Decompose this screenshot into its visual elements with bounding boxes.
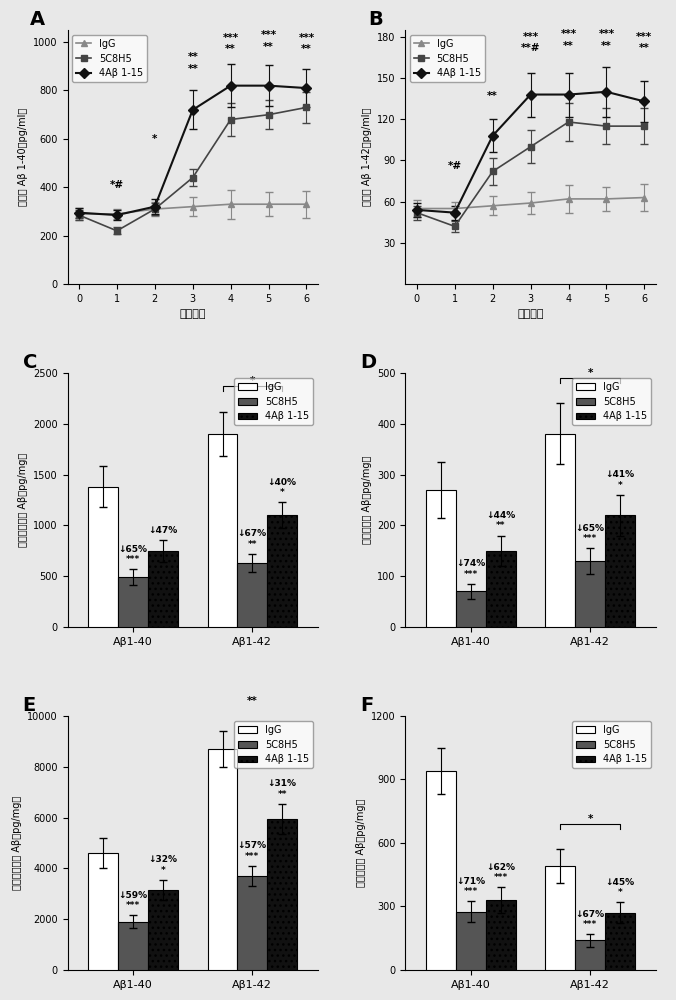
Text: ↓31%
**: ↓31% ** (268, 779, 297, 799)
Bar (427, 490, 456, 627)
Text: B: B (368, 10, 383, 29)
Text: ↓74%
***: ↓74% *** (456, 559, 485, 579)
Legend: IgG, 5C8H5, 4Aβ 1-15: IgG, 5C8H5, 4Aβ 1-15 (410, 35, 485, 82)
Legend: IgG, 5C8H5, 4Aβ 1-15: IgG, 5C8H5, 4Aβ 1-15 (572, 721, 651, 768)
Bar (237, 563, 267, 627)
Bar (546, 434, 575, 627)
Bar (605, 913, 635, 970)
Text: ***
**: *** ** (636, 32, 652, 53)
Y-axis label: 血清中 Aβ 1-42（pg/ml）: 血清中 Aβ 1-42（pg/ml） (362, 108, 372, 206)
Text: A: A (30, 10, 45, 29)
Text: ↓41%
*: ↓41% * (606, 470, 635, 490)
Bar (546, 866, 575, 970)
Text: ↓47%: ↓47% (148, 526, 178, 535)
X-axis label: 接种次数: 接种次数 (180, 309, 206, 319)
Bar (575, 940, 605, 970)
Text: ↓40%
*: ↓40% * (268, 478, 297, 497)
Legend: IgG, 5C8H5, 4Aβ 1-15: IgG, 5C8H5, 4Aβ 1-15 (234, 721, 313, 768)
Text: *: * (587, 368, 593, 378)
Text: *#: *# (110, 180, 124, 190)
Bar (148, 551, 178, 627)
Y-axis label: 海马不可溶性 Aβ（pg/mg）: 海马不可溶性 Aβ（pg/mg） (18, 453, 28, 547)
Text: ↓65%
***: ↓65% *** (576, 524, 604, 543)
X-axis label: 接种次数: 接种次数 (517, 309, 544, 319)
Text: ↓67%
**: ↓67% ** (238, 529, 267, 549)
Text: ***
**: *** ** (298, 33, 314, 54)
Text: **: ** (487, 91, 498, 101)
Text: ***
**#: *** **# (521, 32, 540, 53)
Bar (575, 561, 605, 627)
Bar (89, 487, 118, 627)
Text: ↓57%
***: ↓57% *** (238, 841, 267, 861)
Text: ***
**: *** ** (560, 29, 577, 51)
Text: ↓45%
*: ↓45% * (606, 878, 635, 897)
Text: ↓62%
***: ↓62% *** (486, 863, 515, 882)
Y-axis label: 皮质不可溶性 Aβ（pg/mg）: 皮质不可溶性 Aβ（pg/mg） (11, 796, 22, 890)
Y-axis label: 海马可溶性 Aβ（pg/mg）: 海马可溶性 Aβ（pg/mg） (362, 456, 372, 544)
Bar (89, 853, 118, 970)
Bar (237, 876, 267, 970)
Bar (267, 819, 297, 970)
Text: *: * (587, 814, 593, 824)
Text: D: D (360, 353, 377, 372)
Text: E: E (22, 696, 36, 715)
Legend: IgG, 5C8H5, 4Aβ 1-15: IgG, 5C8H5, 4Aβ 1-15 (572, 378, 651, 425)
Bar (118, 922, 148, 970)
Legend: IgG, 5C8H5, 4Aβ 1-15: IgG, 5C8H5, 4Aβ 1-15 (234, 378, 313, 425)
Bar (605, 515, 635, 627)
Text: ***
**: *** ** (260, 30, 276, 52)
Text: ↓65%
***: ↓65% *** (119, 545, 147, 564)
Y-axis label: 血清中 Aβ 1-40（pg/ml）: 血清中 Aβ 1-40（pg/ml） (18, 108, 28, 206)
Y-axis label: 皮质可溶性 Aβ（pg/mg）: 皮质可溶性 Aβ（pg/mg） (356, 799, 366, 887)
Text: ↓44%
**: ↓44% ** (486, 511, 515, 530)
Text: C: C (22, 353, 37, 372)
Text: **
**: ** ** (187, 52, 198, 74)
Bar (208, 749, 237, 970)
Bar (456, 591, 486, 627)
Bar (267, 515, 297, 627)
Text: *#: *# (448, 161, 462, 171)
Text: *: * (152, 134, 158, 144)
Text: **: ** (247, 696, 258, 706)
Bar (148, 890, 178, 970)
Text: ***
**: *** ** (222, 33, 239, 54)
Bar (456, 912, 486, 970)
Text: ↓67%
***: ↓67% *** (575, 910, 605, 929)
Text: ***
**: *** ** (598, 29, 614, 51)
Text: F: F (360, 696, 374, 715)
Bar (486, 900, 516, 970)
Bar (118, 577, 148, 627)
Text: ↓59%
***: ↓59% *** (118, 891, 148, 910)
Bar (208, 434, 237, 627)
Bar (427, 771, 456, 970)
Text: ↓71%
***: ↓71% *** (456, 877, 485, 896)
Legend: IgG, 5C8H5, 4Aβ 1-15: IgG, 5C8H5, 4Aβ 1-15 (72, 35, 147, 82)
Text: ↓32%
*: ↓32% * (149, 855, 177, 875)
Text: *: * (249, 376, 255, 386)
Bar (486, 551, 516, 627)
